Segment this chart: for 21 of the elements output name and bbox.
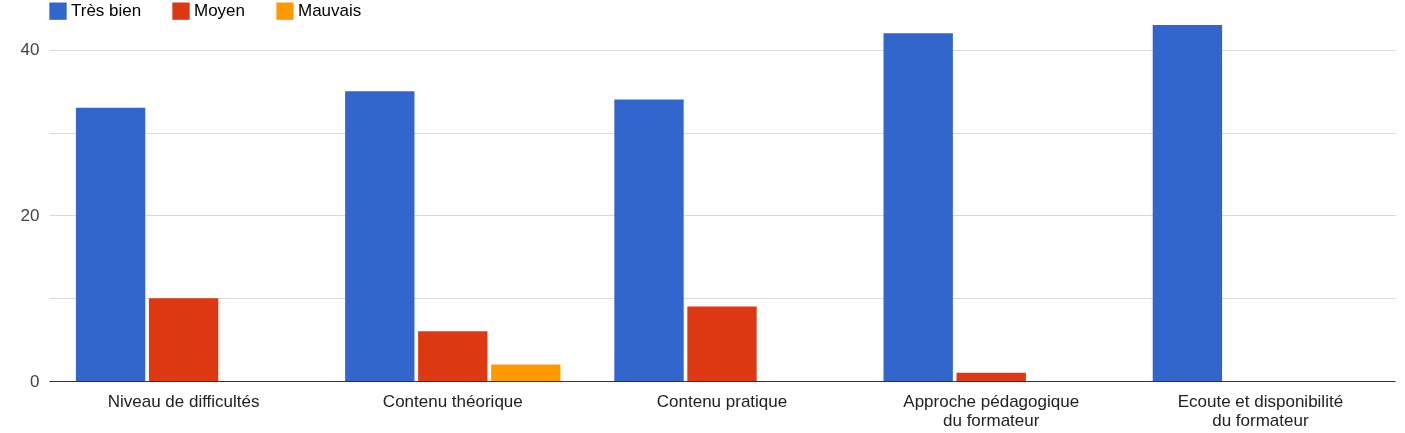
legend-label: Moyen [194, 1, 246, 21]
bar [687, 306, 757, 381]
legend-label: Mauvais [298, 1, 362, 21]
y-tick-label: 20 [20, 205, 40, 225]
legend-label: Très bien [71, 1, 142, 21]
bar [614, 99, 684, 381]
bar [491, 364, 561, 381]
bar [75, 107, 146, 381]
x-tick-label: Contenu théorique [382, 391, 523, 411]
x-tick-label: Ecoute et disponibilité du formateur [1177, 391, 1344, 430]
bar [418, 331, 488, 381]
x-tick-label: Contenu pratique [656, 391, 788, 411]
bar [1152, 25, 1223, 381]
y-tick-label: 0 [30, 371, 40, 391]
x-tick-label: Approche pédagogique du formateur [903, 391, 1080, 430]
bar [883, 33, 953, 381]
bar [148, 298, 219, 381]
bar [345, 91, 415, 381]
bar [956, 372, 1026, 381]
x-tick-label: Niveau de difficultés [107, 391, 260, 411]
y-tick-label: 40 [20, 40, 40, 60]
